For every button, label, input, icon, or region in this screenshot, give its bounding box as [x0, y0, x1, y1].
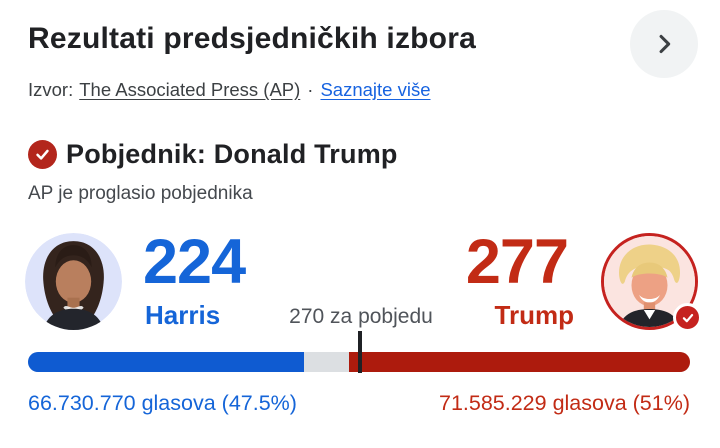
- learn-more-link[interactable]: Saznajte više: [320, 79, 431, 100]
- expand-button[interactable]: [630, 10, 698, 78]
- trump-avatar: [601, 233, 702, 332]
- harris-electoral-votes: 224: [143, 227, 246, 297]
- bar-segment-trump: [349, 352, 690, 372]
- source-link[interactable]: The Associated Press (AP): [79, 79, 301, 100]
- harris-portrait-image: [25, 233, 122, 330]
- page-title: Rezultati predsjedničkih izbora: [28, 22, 476, 55]
- chevron-right-icon: [659, 34, 671, 54]
- trump-popular-votes: 71.585.229 glasova (51%): [438, 391, 690, 415]
- source-prefix: Izvor:: [28, 79, 74, 100]
- winner-subtitle: AP je proglasio pobjednika: [28, 183, 253, 204]
- harris-name: Harris: [145, 300, 221, 330]
- bar-segment-harris: [28, 352, 304, 372]
- source-line: Izvor: The Associated Press (AP) · Saznajte…: [28, 79, 431, 101]
- trump-portrait-image: [601, 233, 698, 330]
- threshold-marker: [358, 331, 363, 373]
- winner-check-icon: [28, 140, 57, 169]
- harris-avatar: [25, 233, 122, 330]
- winner-label: Pobjednik: Donald Trump: [66, 139, 398, 169]
- threshold-label: 270 za pobjedu: [289, 305, 433, 328]
- harris-popular-votes: 66.730.770 glasova (47.5%): [28, 391, 297, 415]
- dot-separator: ·: [307, 79, 314, 100]
- bar-segment-uncalled: [303, 352, 350, 372]
- trump-electoral-votes: 277: [465, 227, 569, 297]
- trump-name: Trump: [494, 300, 574, 330]
- trump-winner-check-icon: [673, 303, 702, 332]
- electoral-bar-area: [28, 331, 690, 373]
- popular-votes-row: 66.730.770 glasova (47.5%) 71.585.229 gl…: [28, 391, 690, 416]
- winner-row: Pobjednik: Donald Trump: [28, 139, 398, 170]
